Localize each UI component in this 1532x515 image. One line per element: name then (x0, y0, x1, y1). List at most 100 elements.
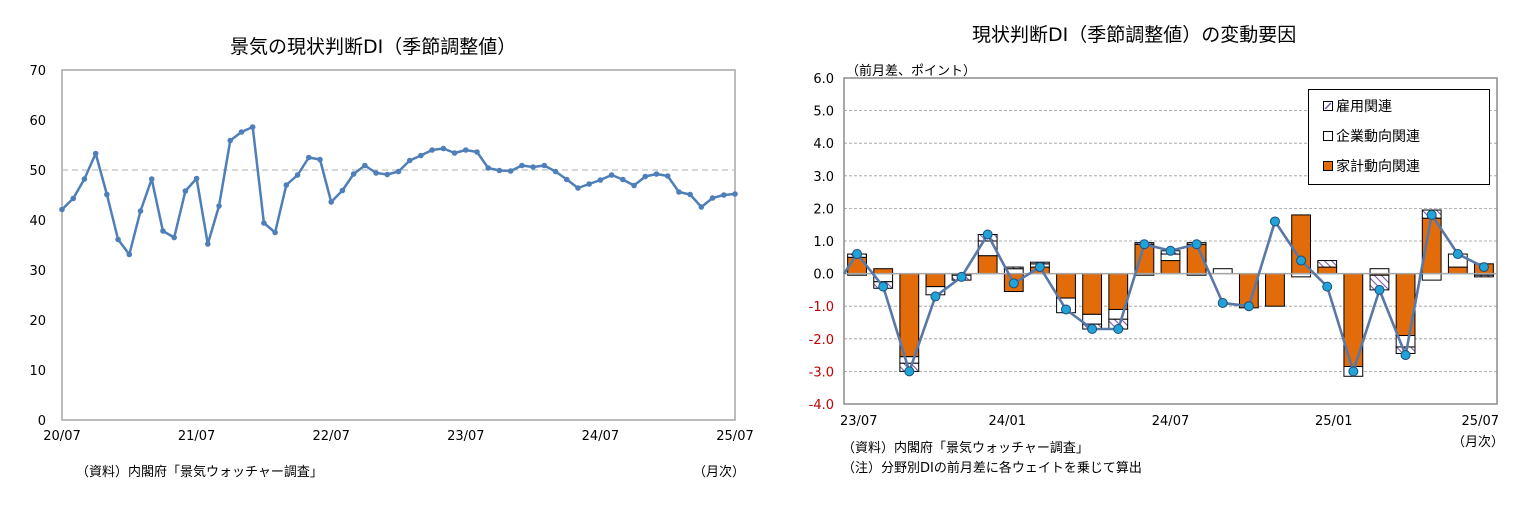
total-marker (1087, 324, 1098, 335)
data-point (732, 191, 738, 197)
data-point (597, 177, 604, 183)
x-tick-label: 22/07 (312, 429, 349, 444)
data-point (70, 195, 77, 202)
white-swatch-icon (1323, 131, 1333, 141)
total-marker (1165, 245, 1176, 256)
right-unit-label: （前月差、ポイント） (846, 64, 977, 79)
legend-item-business: 企業動向関連 (1323, 126, 1420, 146)
y-tick-label: 6.0 (813, 72, 834, 87)
data-point (115, 236, 121, 243)
total-marker (1008, 278, 1019, 289)
y-tick-label: 40 (29, 214, 46, 229)
data-point (575, 185, 581, 191)
legend-item-household: 家計動向関連 (1323, 156, 1420, 176)
data-point (541, 162, 548, 169)
total-marker (1139, 239, 1150, 250)
data-point (687, 191, 693, 198)
data-point (249, 124, 256, 130)
data-point (272, 229, 278, 236)
left-chart-title: 景気の現状判断DI（季節調整値） (230, 36, 517, 58)
plot-area (843, 77, 1498, 405)
data-point (485, 165, 492, 171)
x-tick-label: 20/07 (43, 429, 80, 444)
data-point (283, 182, 290, 188)
data-point (362, 162, 368, 169)
household-bar (1447, 266, 1468, 275)
y-tick-label: 30 (29, 264, 46, 279)
right-source-note: （資料）内閣府「景気ウォッチャー調査」 (842, 441, 1089, 456)
data-point (395, 168, 402, 175)
y-tick-label: 0 (38, 414, 46, 429)
data-point (238, 129, 245, 135)
total-marker (1034, 262, 1045, 273)
data-point (339, 187, 346, 194)
data-point (586, 181, 592, 187)
data-point (474, 149, 480, 155)
left-line-chart: 0 10 20 30 40 50 60 70 20/07 21/07 22/07 23/07 24/07… (29, 64, 753, 444)
x-tick-label: 25/01 (1315, 414, 1352, 429)
data-point (563, 176, 570, 183)
data-point (676, 189, 682, 195)
total-line (842, 213, 1485, 373)
y-tick-label: -1.0 (809, 300, 834, 315)
total-marker (1191, 239, 1202, 250)
x-tick-label: 24/07 (582, 429, 619, 444)
data-point (59, 206, 65, 213)
total-marker (956, 271, 967, 282)
data-point (317, 156, 323, 163)
data-point (328, 199, 335, 205)
y-tick-label: 3.0 (813, 170, 834, 185)
business-bar (899, 356, 920, 364)
household-bar (899, 273, 920, 358)
left-chart-panel: 景気の現状判断DI（季節調整値） 0 10 20 30 40 50 60 70 20/07 21/… (29, 36, 753, 480)
right-unit-note: （月次） (1452, 435, 1505, 450)
total-marker (1452, 249, 1463, 260)
data-point (720, 192, 727, 198)
total-marker (1113, 324, 1124, 335)
y-tick-label: 5.0 (813, 105, 834, 120)
x-tick-label: 23/07 (840, 414, 877, 429)
total-marker (904, 366, 915, 377)
total-marker (930, 291, 941, 302)
data-point (620, 176, 626, 183)
y-tick-label: 4.0 (813, 137, 834, 152)
data-point (305, 154, 312, 161)
data-point (440, 145, 447, 152)
y-tick-label: 2.0 (813, 202, 834, 217)
data-point (160, 228, 166, 234)
y-tick-label: 10 (29, 364, 46, 379)
total-marker (878, 281, 889, 292)
data-point (227, 137, 234, 144)
hatched-swatch-icon (1323, 101, 1333, 111)
data-point (709, 195, 716, 201)
data-point (608, 172, 615, 178)
total-marker (1400, 350, 1411, 361)
data-point (294, 172, 301, 178)
data-point (104, 191, 110, 198)
data-point (451, 150, 458, 156)
data-point (496, 167, 503, 174)
data-point (653, 171, 660, 177)
data-point (182, 188, 189, 194)
data-point (519, 162, 525, 169)
data-point (429, 147, 435, 153)
y-tick-label: -4.0 (809, 398, 834, 413)
household-bar (977, 255, 998, 275)
legend-item-employment: 雇用関連 (1323, 96, 1392, 116)
y-tick-label: 0.0 (813, 268, 834, 283)
left-source-note: （資料）内閣府「景気ウォッチャー調査」 (76, 465, 323, 480)
x-tick-label: 25/07 (716, 429, 753, 444)
total-marker (982, 229, 993, 240)
total-marker (1217, 297, 1228, 308)
household-bar (1056, 273, 1076, 299)
di-line (61, 125, 736, 256)
data-point (126, 251, 133, 258)
household-bar (925, 273, 946, 288)
data-point (530, 164, 536, 170)
total-marker (852, 249, 863, 260)
business-bar (1421, 273, 1442, 281)
data-point (193, 175, 200, 182)
x-tick-label: 24/01 (989, 414, 1026, 429)
data-point (205, 241, 211, 247)
y-tick-label: 20 (29, 314, 46, 329)
